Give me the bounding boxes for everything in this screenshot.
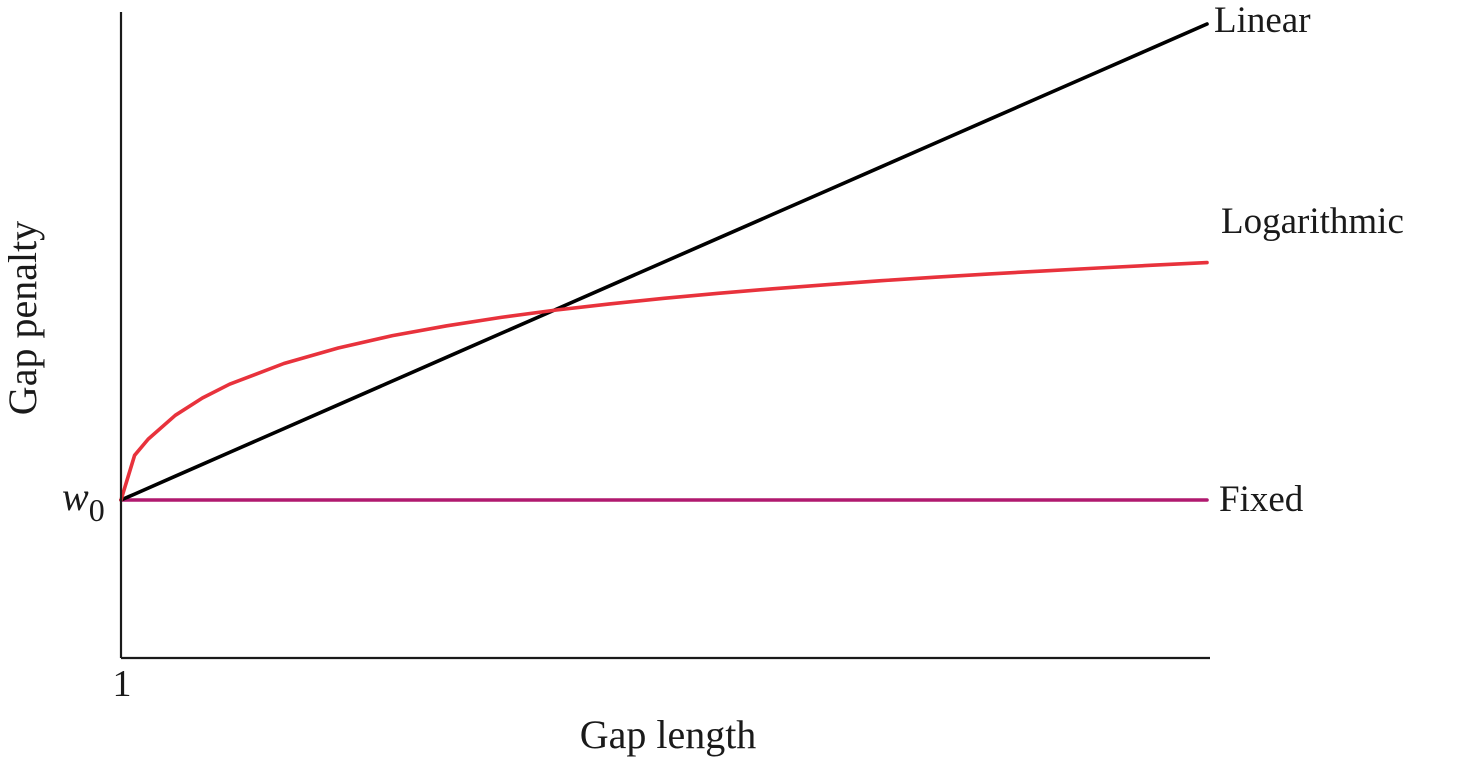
series-label-fixed: Fixed — [1219, 479, 1304, 520]
series-line-logarithmic — [119, 260, 1209, 502]
plot-area — [119, 22, 1209, 502]
series-label-logarithmic: Logarithmic — [1221, 201, 1404, 242]
series-labels: Linear Logarithmic Fixed — [1214, 0, 1404, 520]
series-label-linear: Linear — [1214, 0, 1311, 41]
y-axis-title: Gap penalty — [0, 221, 45, 415]
series-line-linear — [119, 22, 1209, 502]
x-tick-label: 1 — [113, 663, 132, 705]
y-tick-label-subscript: 0 — [89, 492, 105, 528]
x-axis-title: Gap length — [580, 712, 757, 757]
y-tick-label: w0 — [62, 474, 105, 528]
y-tick-label-main: w — [62, 474, 89, 519]
